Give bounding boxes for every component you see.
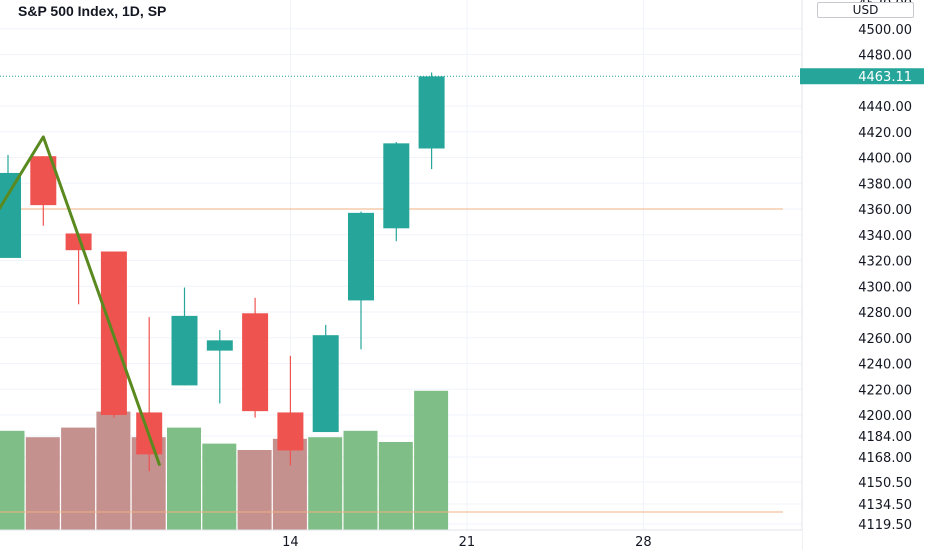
price-tick-label: 4440.00 bbox=[858, 100, 912, 115]
price-tick-label: 4340.00 bbox=[858, 229, 912, 244]
price-tick-label: 4480.00 bbox=[858, 49, 912, 64]
price-tick-label: 4300.00 bbox=[858, 280, 912, 295]
currency-button[interactable]: USD bbox=[817, 2, 914, 18]
price-tick-label: 4420.00 bbox=[858, 126, 912, 141]
price-tick-label: 4500.00 bbox=[858, 23, 912, 38]
candle-body bbox=[277, 412, 304, 451]
candle-body bbox=[383, 143, 410, 229]
volume-bar bbox=[414, 390, 449, 530]
price-tick-label: 4400.00 bbox=[858, 152, 912, 167]
candles bbox=[0, 72, 445, 472]
price-tick-label: 4134.50 bbox=[858, 498, 912, 513]
volume-bar bbox=[96, 411, 131, 530]
volume-bar bbox=[378, 442, 413, 530]
candle-body bbox=[0, 172, 21, 258]
volume-bar bbox=[343, 430, 378, 530]
volume-bar bbox=[308, 437, 343, 530]
volume-bar bbox=[0, 430, 25, 530]
candle-body bbox=[242, 313, 269, 412]
price-axis[interactable]: 4520.004500.004480.004440.004420.004400.… bbox=[800, 0, 932, 550]
price-tick-label: 4220.00 bbox=[858, 383, 912, 398]
trend-line-group[interactable] bbox=[0, 135, 162, 467]
time-tick-label: 28 bbox=[635, 535, 652, 550]
price-tick-label: 4280.00 bbox=[858, 306, 912, 321]
candle-body bbox=[312, 335, 339, 433]
time-axis-bg bbox=[0, 530, 802, 550]
time-axis[interactable]: 14 21 28 bbox=[0, 529, 802, 550]
candle-body bbox=[348, 212, 374, 301]
last-price-label: 4463.11 bbox=[858, 70, 912, 85]
volume-bars bbox=[0, 390, 449, 530]
candle-body bbox=[65, 233, 92, 251]
price-tick-label: 4360.00 bbox=[858, 203, 912, 218]
price-tick-label: 4119.50 bbox=[858, 518, 912, 533]
volume-bar bbox=[25, 437, 60, 530]
time-tick-label: 14 bbox=[282, 535, 299, 550]
price-tick-label: 4150.50 bbox=[858, 476, 912, 491]
chart-title: S&P 500 Index, 1D, SP bbox=[18, 3, 167, 19]
volume-bar bbox=[61, 427, 96, 530]
last-price-badge bbox=[800, 68, 924, 85]
volume-bar bbox=[237, 450, 272, 530]
price-tick-label: 4320.00 bbox=[858, 255, 912, 270]
candle-body bbox=[171, 315, 198, 386]
trend-line[interactable] bbox=[0, 135, 162, 467]
candle-body bbox=[206, 340, 233, 351]
volume-bar bbox=[167, 427, 201, 530]
volume-bar bbox=[202, 443, 237, 530]
price-tick-label: 4380.00 bbox=[858, 177, 912, 192]
price-tick-label: 4168.00 bbox=[858, 451, 912, 466]
price-tick-label: 4200.00 bbox=[858, 409, 912, 424]
price-axis-bg bbox=[802, 0, 932, 550]
price-tick-label: 4260.00 bbox=[858, 332, 912, 347]
time-tick-label: 21 bbox=[459, 535, 476, 550]
candle-body bbox=[418, 76, 445, 149]
price-tick-label: 4184.00 bbox=[858, 430, 912, 445]
price-tick-label: 4240.00 bbox=[858, 358, 912, 373]
